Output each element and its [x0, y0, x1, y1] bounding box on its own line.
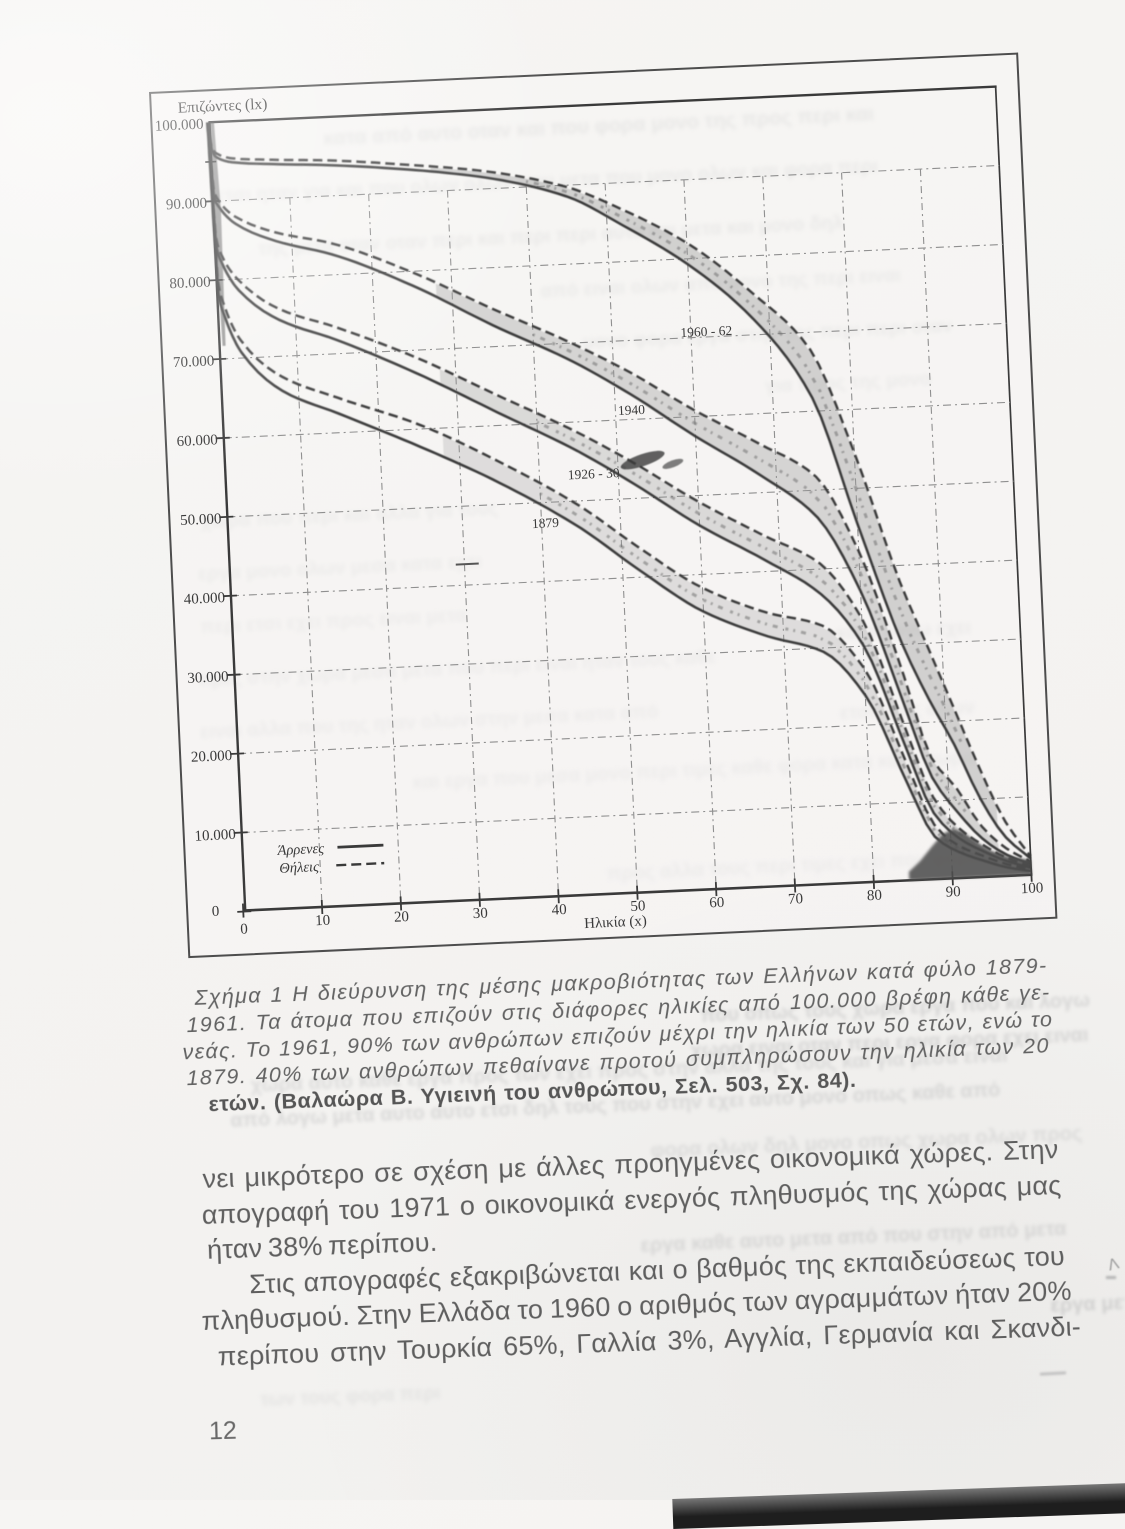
svg-text:30: 30 [472, 905, 488, 922]
svg-text:Άρρενες: Άρρενες [276, 841, 324, 859]
svg-text:50.000: 50.000 [180, 511, 222, 529]
svg-text:60.000: 60.000 [176, 432, 218, 450]
svg-text:Θήλεις: Θήλεις [279, 859, 319, 877]
svg-text:90.000: 90.000 [166, 195, 208, 213]
svg-text:30.000: 30.000 [187, 669, 229, 687]
svg-text:Ηλικία (x): Ηλικία (x) [584, 913, 647, 932]
svg-text:20: 20 [394, 909, 410, 926]
svg-text:20.000: 20.000 [191, 748, 233, 766]
svg-text:80: 80 [867, 888, 883, 905]
svg-text:10: 10 [315, 913, 331, 930]
svg-text:Επιζώντες (lx): Επιζώντες (lx) [177, 96, 267, 117]
svg-text:80.000: 80.000 [169, 274, 211, 292]
svg-text:100.000: 100.000 [154, 117, 203, 135]
svg-text:1940: 1940 [618, 402, 646, 418]
svg-text:60: 60 [709, 895, 725, 912]
svg-text:70: 70 [788, 891, 804, 908]
svg-text:100: 100 [1020, 880, 1043, 897]
svg-text:0: 0 [240, 921, 248, 937]
svg-text:40.000: 40.000 [183, 590, 225, 608]
svg-text:70.000: 70.000 [173, 353, 215, 371]
svg-text:1879: 1879 [532, 515, 560, 531]
svg-text:90: 90 [945, 884, 961, 901]
svg-text:10.000: 10.000 [194, 827, 236, 845]
svg-text:0: 0 [211, 904, 219, 920]
svg-text:1926 - 30: 1926 - 30 [567, 465, 620, 482]
svg-text:1960 - 62: 1960 - 62 [680, 323, 732, 340]
svg-text:40: 40 [551, 902, 567, 919]
